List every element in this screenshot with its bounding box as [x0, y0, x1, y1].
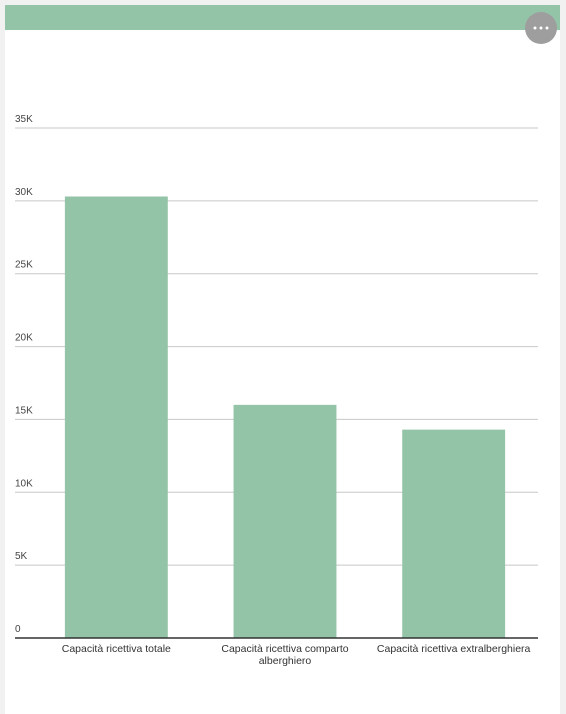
x-tick-label: Capacità ricettiva comparto alberghiero — [221, 643, 349, 667]
x-tick-label: Capacità ricettiva totale — [61, 643, 171, 655]
y-tick-label: 30K — [15, 187, 33, 198]
menu-dot[interactable] — [545, 26, 549, 30]
y-tick-label: 35K — [15, 114, 33, 125]
x-tick-label: Capacità ricettiva extralberghiera — [376, 643, 531, 655]
header-band — [5, 5, 560, 30]
menu-dot[interactable] — [533, 26, 537, 30]
bar — [402, 429, 506, 638]
y-tick-label: 10K — [15, 478, 33, 489]
y-tick-label: 15K — [15, 405, 33, 416]
y-tick-label: 5K — [15, 551, 28, 562]
menu-button[interactable] — [525, 12, 557, 44]
menu-dot[interactable] — [539, 26, 543, 30]
bar — [233, 404, 337, 638]
bar — [64, 196, 168, 638]
y-tick-label: 0 — [15, 624, 21, 635]
y-tick-label: 20K — [15, 333, 33, 344]
y-tick-label: 25K — [15, 260, 33, 271]
